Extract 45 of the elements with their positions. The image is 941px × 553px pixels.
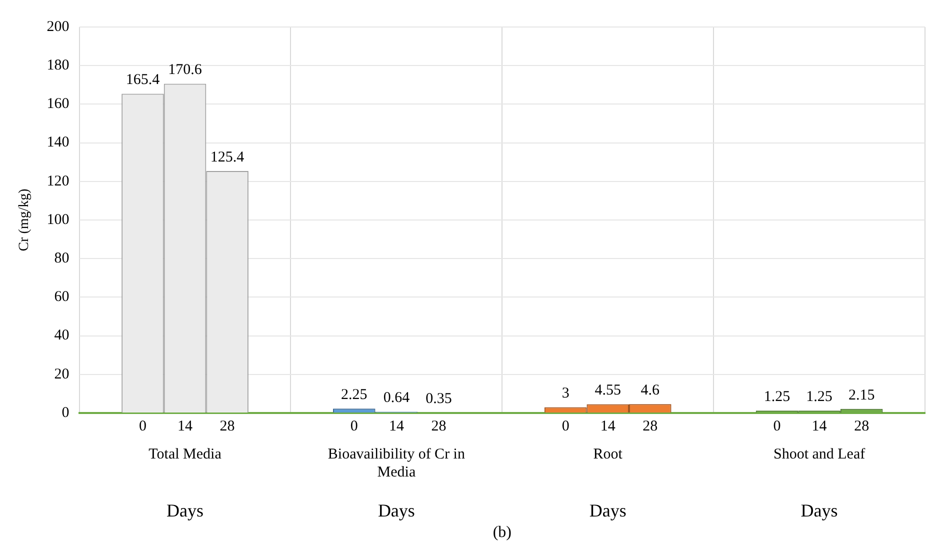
data-label: 1.25 (764, 389, 790, 406)
text: 14 (388, 418, 404, 434)
data-label: 165.4 (126, 72, 160, 88)
series-label: 28 (220, 418, 235, 434)
text: (b) (492, 524, 512, 542)
x-axis-title: Days (166, 500, 204, 521)
x-tick-label: Root (593, 446, 624, 462)
text: 0 (562, 418, 570, 434)
data-label: 170.6 (168, 62, 202, 78)
text: 28 (642, 418, 658, 434)
data-label: 2.15 (848, 387, 875, 404)
text: Days (800, 500, 838, 521)
data-label: 125.4 (210, 149, 245, 166)
text: 28 (854, 418, 870, 434)
y-tick-label: 20 (54, 366, 70, 382)
y-tick-label: 140 (46, 134, 70, 151)
text: 28 (431, 418, 446, 434)
series-label: 14 (178, 418, 194, 434)
text: 0 (773, 418, 781, 434)
data-label: 0.35 (426, 390, 452, 407)
y-tick-label: 120 (46, 173, 70, 190)
y-tick-label: 160 (46, 96, 70, 112)
data-label: 3 (562, 386, 570, 402)
data-label: 2.25 (341, 387, 368, 404)
y-tick-label: 100 (46, 212, 70, 228)
y-tick-label: 80 (54, 250, 70, 267)
data-label: 0.64 (383, 390, 410, 406)
text: 14 (600, 418, 616, 434)
x-tick-label: Shoot and Leaf (773, 446, 866, 462)
text: 14 (812, 418, 827, 434)
y-axis-title: Cr (mg/kg) (17, 188, 32, 252)
y-tick-label: 180 (46, 58, 70, 74)
y-tick-label: 40 (54, 328, 70, 344)
data-label: 4.6 (640, 382, 660, 399)
data-label: 1.25 (806, 389, 832, 406)
y-tick-label: 0 (62, 404, 70, 421)
text: Days (589, 500, 626, 521)
text: 0 (350, 418, 358, 434)
y-tick-label: 60 (54, 289, 70, 306)
data-label: 4.55 (594, 382, 621, 399)
x-tick-label: Bioavailibility of Cr in Media (328, 446, 466, 480)
series-label: 0 (138, 418, 146, 434)
x-tick-label: Total Media (148, 446, 222, 462)
text: Days (378, 500, 415, 521)
y-tick-label: 200 (46, 18, 70, 35)
